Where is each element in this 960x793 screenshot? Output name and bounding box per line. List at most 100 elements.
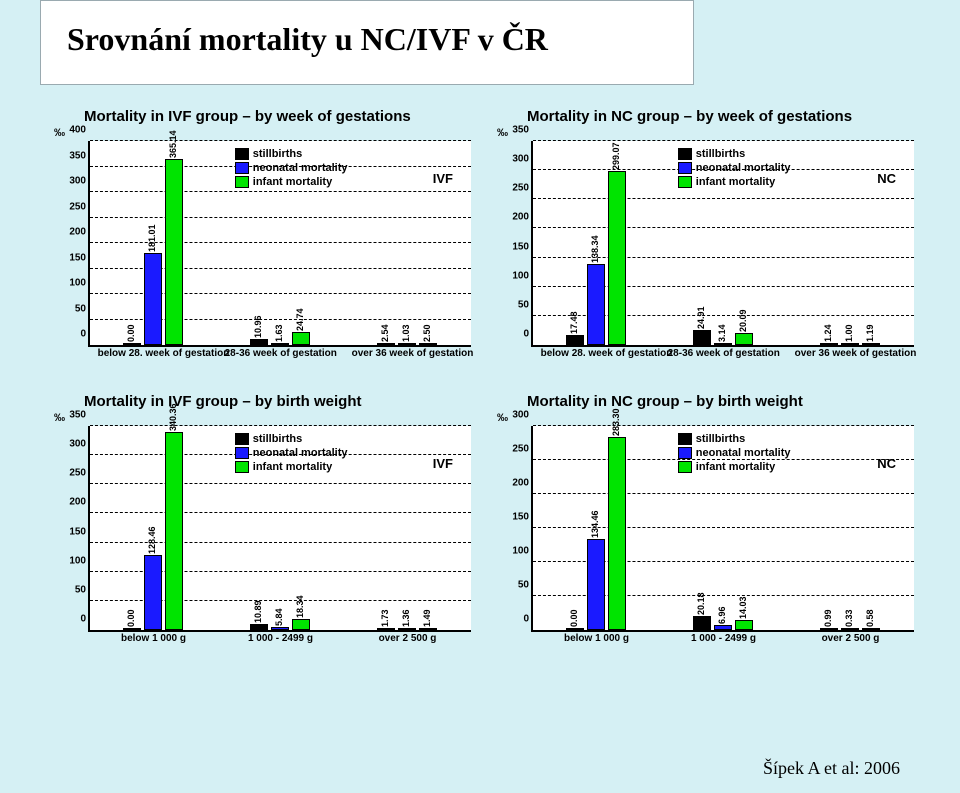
y-tick-label: 0 [495,614,533,625]
bar-value-label: 14.03 [738,597,748,620]
legend-label: neonatal mortality [696,446,791,460]
y-tick-label: 100 [495,270,533,281]
legend-swatch [678,461,692,473]
group-label: NC [877,456,896,471]
legend-item: neonatal mortality [678,161,791,175]
y-tick-label: 0 [52,329,90,340]
plot-area: 0501001502002503000.00134.46283.30below … [531,426,914,632]
legend-swatch [678,162,692,174]
bar-neonatal: 128.46 [144,555,162,630]
y-tick-label: 100 [52,555,90,566]
bar-neonatal: 181.01 [144,253,162,345]
legend-swatch [235,433,249,445]
bar-stillbirths: 20.18 [693,616,711,630]
page-title: Srovnání mortality u NC/IVF v ČR [67,21,667,58]
chart-title: Mortality in NC group – by week of gesta… [527,108,914,125]
legend-label: stillbirths [696,432,746,446]
legend-label: infant mortality [696,460,775,474]
legend-item: neonatal mortality [235,446,348,460]
bar-value-label: 1.49 [422,609,432,627]
plot-area: 05010015020025030035017.48138.34299.07be… [531,141,914,347]
bar-value-label: 10.96 [253,316,263,339]
bar-value-label: 18.34 [295,596,305,619]
y-tick-label: 200 [52,497,90,508]
y-tick-label: 300 [495,154,533,165]
bar-group: 0.00181.01365.14below 28. week of gestat… [98,141,210,345]
bar-value-label: 2.50 [422,324,432,342]
legend-label: stillbirths [696,147,746,161]
chart-area: ‰05010015020025030035017.48138.34299.07b… [531,131,914,371]
legend-label: infant mortality [696,175,775,189]
bar-value-label: 340.36 [168,403,178,431]
x-category-label: 28-36 week of gestation [225,345,337,359]
bar-value-label: 0.99 [823,609,833,627]
legend-label: neonatal mortality [253,161,348,175]
bar-value-label: 5.84 [274,608,284,626]
bar-value-label: 0.00 [569,609,579,627]
chart-ivf_bw: Mortality in IVF group – by birth weight… [46,393,471,656]
y-tick-label: 100 [52,278,90,289]
bar-neonatal: 138.34 [587,264,605,345]
x-category-label: over 2 500 g [795,630,907,644]
bar-value-label: 138.34 [590,236,600,264]
y-tick-label: 250 [52,201,90,212]
plot-area: 0501001502002503003504000.00181.01365.14… [88,141,471,347]
bar-value-label: 181.01 [147,224,157,252]
y-tick-label: 300 [52,176,90,187]
x-category-label: below 28. week of gestation [541,345,653,359]
legend-swatch [235,176,249,188]
bar-value-label: 24.74 [295,309,305,332]
legend-label: stillbirths [253,147,303,161]
plot-area: 0501001502002503003500.00128.46340.36bel… [88,426,471,632]
legend: stillbirthsneonatal mortalityinfant mort… [235,147,348,189]
legend: stillbirthsneonatal mortalityinfant mort… [678,147,791,189]
bar-infant: 18.34 [292,619,310,630]
y-tick-label: 50 [495,580,533,591]
bar-value-label: 134.46 [590,510,600,538]
legend-item: neonatal mortality [678,446,791,460]
legend-label: infant mortality [253,460,332,474]
bar-infant: 14.03 [735,620,753,630]
bar-value-label: 1.03 [401,324,411,342]
chart-title: Mortality in NC group – by birth weight [527,393,914,410]
legend-swatch [678,433,692,445]
x-category-label: over 36 week of gestation [352,345,464,359]
legend-swatch [678,176,692,188]
bar-value-label: 1.24 [823,324,833,342]
legend-item: stillbirths [235,147,348,161]
group-label: IVF [433,456,453,471]
chart-area: ‰0501001502002503000.00134.46283.30below… [531,416,914,656]
chart-area: ‰0501001502002503003504000.00181.01365.1… [88,131,471,371]
legend: stillbirthsneonatal mortalityinfant mort… [678,432,791,474]
bar-infant: 20.09 [735,333,753,345]
legend-item: infant mortality [235,175,348,189]
bar-value-label: 299.07 [611,142,621,170]
y-tick-label: 0 [495,329,533,340]
bar-value-label: 0.33 [844,609,854,627]
bar-value-label: 1.73 [380,609,390,627]
legend-swatch [235,148,249,160]
bar-value-label: 0.00 [126,609,136,627]
bar-value-label: 365.14 [168,130,178,158]
x-category-label: 28-36 week of gestation [668,345,780,359]
bar-value-label: 6.96 [717,607,727,625]
y-tick-label: 150 [52,252,90,263]
x-category-label: 1 000 - 2499 g [225,630,337,644]
x-category-label: below 28. week of gestation [98,345,210,359]
bar-infant: 24.74 [292,332,310,345]
chart-nc_gest: Mortality in NC group – by week of gesta… [489,108,914,371]
bar-value-label: 0.00 [126,324,136,342]
chart-area: ‰0501001502002503003500.00128.46340.36be… [88,416,471,656]
y-tick-label: 150 [52,526,90,537]
legend-swatch [235,461,249,473]
bar-value-label: 2.54 [380,324,390,342]
bar-stillbirths: 24.91 [693,330,711,345]
x-category-label: over 36 week of gestation [795,345,907,359]
bar-value-label: 10.89 [253,600,263,623]
legend-swatch [678,447,692,459]
legend-item: infant mortality [678,460,791,474]
y-tick-label: 150 [495,241,533,252]
bar-value-label: 1.00 [844,324,854,342]
chart-ivf_gest: Mortality in IVF group – by week of gest… [46,108,471,371]
chart-title: Mortality in IVF group – by birth weight [84,393,471,410]
